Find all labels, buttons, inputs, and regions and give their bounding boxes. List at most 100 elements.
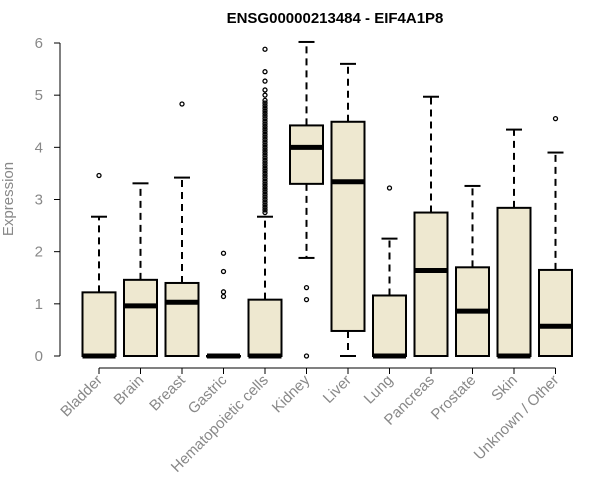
outlier-point bbox=[262, 129, 268, 135]
box-brain bbox=[123, 182, 158, 357]
y-tick-label: 0 bbox=[35, 348, 43, 365]
outlier-point bbox=[96, 172, 102, 179]
outlier-point bbox=[220, 289, 227, 295]
outlier-point bbox=[262, 102, 268, 109]
outlier-point bbox=[262, 121, 268, 127]
outlier-point bbox=[262, 204, 268, 210]
outlier-point bbox=[262, 175, 268, 182]
box-iqr bbox=[289, 124, 324, 185]
box-prostate bbox=[455, 184, 490, 358]
x-tick-label: Bladder bbox=[57, 372, 106, 421]
outlier-point bbox=[262, 178, 268, 184]
outlier-point bbox=[552, 115, 559, 122]
box-iqr bbox=[247, 298, 283, 358]
box-iqr bbox=[372, 294, 407, 357]
outlier-point bbox=[303, 353, 310, 359]
outlier-point bbox=[220, 268, 227, 275]
outlier-point bbox=[262, 136, 268, 143]
outlier-point bbox=[262, 78, 268, 84]
outlier-point bbox=[262, 194, 268, 200]
y-tick-label: 2 bbox=[35, 244, 43, 261]
outlier-point bbox=[262, 92, 268, 98]
outlier-point bbox=[303, 297, 310, 303]
outlier-point bbox=[262, 123, 268, 130]
outlier-point bbox=[262, 149, 268, 156]
box-skin bbox=[496, 128, 532, 359]
outlier-point bbox=[386, 185, 393, 191]
outlier-point bbox=[262, 113, 268, 119]
outlier-point bbox=[262, 186, 268, 192]
box-iqr bbox=[123, 278, 158, 357]
box-series bbox=[81, 40, 573, 359]
outlier-point bbox=[262, 118, 268, 124]
box-kidney bbox=[289, 40, 324, 359]
x-tick-label: Breast bbox=[146, 371, 189, 414]
box-iqr bbox=[538, 268, 573, 357]
outlier-point bbox=[262, 142, 268, 148]
box-liver bbox=[330, 62, 366, 357]
outlier-point bbox=[262, 87, 268, 93]
outlier-point bbox=[179, 101, 185, 107]
chart-title: ENSG00000213484 - EIF4A1P8 bbox=[227, 10, 444, 27]
outlier-point bbox=[220, 293, 227, 300]
box-iqr bbox=[413, 211, 449, 357]
x-tick-label: Kidney bbox=[269, 371, 314, 416]
outlier-point bbox=[262, 152, 268, 158]
outlier-point bbox=[262, 160, 268, 166]
box-bladder bbox=[81, 172, 117, 359]
outlier-point bbox=[262, 191, 268, 197]
outlier-point bbox=[262, 131, 268, 137]
outlier-point bbox=[262, 115, 268, 122]
box-gastric bbox=[206, 250, 241, 359]
outlier-point bbox=[262, 170, 268, 177]
outlier-point bbox=[262, 168, 268, 174]
y-tick-label: 4 bbox=[35, 139, 43, 156]
box-unknown-other bbox=[538, 115, 573, 357]
x-tick-label: Skin bbox=[488, 372, 521, 405]
box-hematopoietic-cells bbox=[247, 46, 283, 359]
x-tick-label: Brain bbox=[111, 372, 148, 409]
box-lung bbox=[372, 185, 407, 359]
outlier-point bbox=[262, 46, 268, 52]
outlier-point bbox=[262, 139, 268, 145]
outlier-point bbox=[262, 126, 268, 132]
outlier-point bbox=[262, 196, 268, 203]
box-iqr bbox=[164, 281, 200, 358]
outlier-point bbox=[262, 209, 268, 216]
y-axis-label: Expression bbox=[0, 162, 17, 236]
outlier-point bbox=[262, 202, 268, 208]
y-tick-label: 6 bbox=[35, 35, 43, 52]
outlier-point bbox=[262, 199, 268, 205]
outlier-point bbox=[262, 157, 268, 164]
outlier-point bbox=[262, 110, 268, 117]
outlier-point bbox=[262, 155, 268, 161]
outlier-point bbox=[262, 69, 268, 75]
box-iqr bbox=[496, 206, 532, 357]
outlier-point bbox=[262, 97, 268, 104]
outlier-point bbox=[262, 181, 268, 187]
x-tick-label: Liver bbox=[320, 372, 355, 407]
outlier-point bbox=[262, 165, 268, 171]
x-tick-label: Lung bbox=[361, 372, 397, 408]
y-tick-label: 5 bbox=[35, 87, 43, 104]
outlier-point bbox=[262, 134, 268, 140]
y-tick-label: 1 bbox=[35, 296, 43, 313]
box-pancreas bbox=[413, 95, 449, 357]
outlier-point bbox=[262, 207, 268, 213]
outlier-point bbox=[262, 183, 268, 190]
outlier-point bbox=[262, 144, 268, 150]
box-iqr bbox=[330, 120, 366, 332]
outlier-point bbox=[262, 189, 268, 195]
x-tick-label: Prostate bbox=[428, 372, 480, 424]
outlier-point bbox=[262, 105, 268, 111]
box-iqr bbox=[81, 291, 117, 357]
outlier-point bbox=[262, 108, 268, 114]
box-breast bbox=[164, 101, 200, 358]
outlier-point bbox=[262, 162, 268, 169]
y-axis: 0 1 2 3 4 5 6 bbox=[35, 35, 61, 365]
outlier-point bbox=[262, 100, 268, 106]
outlier-point bbox=[220, 250, 227, 256]
y-tick-label: 3 bbox=[35, 192, 43, 209]
